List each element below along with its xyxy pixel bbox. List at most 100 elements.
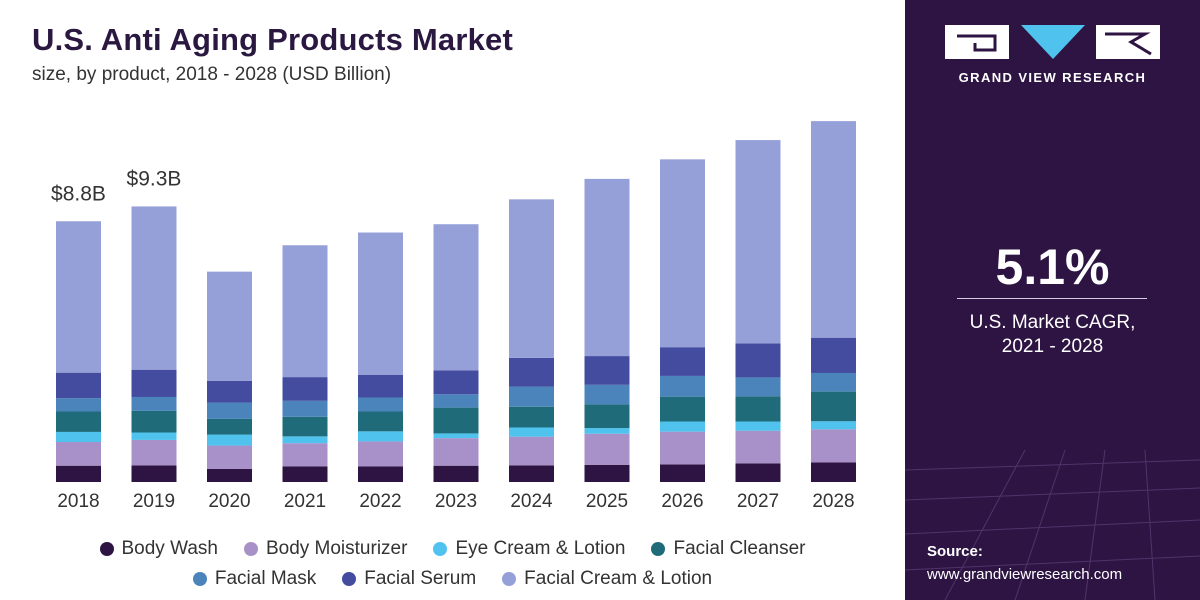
bar-segment-body-wash-2022 bbox=[358, 466, 403, 482]
legend-swatch bbox=[651, 542, 666, 556]
bar-segment-facial-cream-and-lotion-2028 bbox=[811, 121, 856, 338]
bar-segment-facial-cleanser-2020 bbox=[207, 418, 252, 435]
bar-segment-facial-mask-2019 bbox=[131, 396, 177, 411]
cagr-label: U.S. Market CAGR, 2021 - 2028 bbox=[905, 311, 1200, 359]
bar-segment-facial-serum-2028 bbox=[811, 337, 856, 373]
legend-item-facial-cleanser: Facial Cleanser bbox=[651, 538, 805, 560]
bar-segment-facial-mask-2027 bbox=[735, 377, 781, 397]
legend-item-facial-mask: Facial Mask bbox=[192, 568, 317, 590]
bar-segment-facial-cream-and-lotion-2024 bbox=[509, 199, 554, 358]
bar-segment-facial-serum-2026 bbox=[660, 347, 705, 376]
x-tick-label: 2018 bbox=[57, 491, 99, 512]
x-tick-label: 2028 bbox=[812, 491, 854, 512]
bar-segment-eye-cream-and-lotion-2024 bbox=[509, 427, 554, 437]
bar-segment-facial-serum-2019 bbox=[131, 369, 177, 397]
bar-segment-facial-mask-2028 bbox=[811, 372, 856, 392]
bar-segment-eye-cream-and-lotion-2027 bbox=[735, 421, 781, 431]
bar-segment-facial-cleanser-2023 bbox=[433, 407, 479, 434]
source-label: Source: bbox=[927, 543, 983, 560]
bar-segment-facial-cleanser-2025 bbox=[584, 404, 630, 429]
bar-segment-facial-cream-and-lotion-2027 bbox=[735, 140, 781, 344]
chart-title: U.S. Anti Aging Products Market bbox=[32, 22, 513, 57]
bar-segment-eye-cream-and-lotion-2028 bbox=[811, 421, 856, 430]
bar-segment-facial-serum-2020 bbox=[207, 380, 252, 403]
x-tick-label: 2020 bbox=[208, 491, 250, 512]
bar-segment-facial-mask-2024 bbox=[509, 386, 554, 407]
legend-label: Facial Mask bbox=[214, 568, 317, 589]
bar-segment-eye-cream-and-lotion-2018 bbox=[56, 431, 101, 442]
legend-item-eye-cream-and-lotion: Eye Cream & Lotion bbox=[433, 538, 625, 560]
bar-segment-facial-serum-2022 bbox=[358, 374, 403, 398]
bar-segment-facial-cleanser-2018 bbox=[56, 411, 101, 432]
bar-segment-body-moisturizer-2026 bbox=[660, 431, 705, 465]
bar-segment-facial-serum-2021 bbox=[282, 377, 328, 401]
bar-segment-body-moisturizer-2019 bbox=[131, 439, 177, 466]
bar-segment-facial-serum-2025 bbox=[584, 356, 630, 385]
bar-segment-facial-serum-2023 bbox=[433, 370, 479, 395]
legend-swatch bbox=[502, 572, 517, 586]
source-link[interactable]: www.grandviewresearch.com bbox=[927, 566, 1123, 583]
bar-segment-facial-cream-and-lotion-2022 bbox=[358, 232, 403, 375]
legend-item-facial-serum: Facial Serum bbox=[342, 568, 476, 590]
legend-item-body-wash: Body Wash bbox=[99, 538, 218, 560]
bar-segment-facial-cream-and-lotion-2019 bbox=[131, 206, 177, 370]
bar-segment-facial-cream-and-lotion-2025 bbox=[584, 178, 630, 357]
x-tick-label: 2026 bbox=[661, 491, 703, 512]
bar-segment-facial-mask-2020 bbox=[207, 402, 252, 419]
bar-segment-body-wash-2020 bbox=[207, 468, 252, 482]
x-tick-label: 2022 bbox=[359, 491, 401, 512]
bar-segment-facial-mask-2025 bbox=[584, 384, 630, 405]
x-tick-label: 2021 bbox=[284, 491, 326, 512]
legend-swatch bbox=[192, 572, 207, 586]
bar-segment-body-moisturizer-2027 bbox=[735, 430, 781, 464]
stacked-bar-chart: 2018 $8.8B 2019 $9.3B 2020 2021 2022 2023 2024 20… bbox=[51, 121, 856, 512]
legend-swatch bbox=[342, 572, 357, 586]
bar-segment-body-wash-2023 bbox=[433, 465, 479, 482]
brand-logo bbox=[945, 24, 1160, 60]
bar-segment-facial-serum-2027 bbox=[735, 343, 781, 378]
bar-segment-facial-cleanser-2022 bbox=[358, 411, 403, 432]
bar-segment-body-moisturizer-2020 bbox=[207, 445, 252, 469]
x-tick-label: 2025 bbox=[586, 491, 628, 512]
legend-swatch bbox=[433, 542, 448, 556]
bar-segment-facial-mask-2022 bbox=[358, 397, 403, 412]
cagr-label-line2: 2021 - 2028 bbox=[1001, 336, 1104, 357]
bar-segment-body-wash-2024 bbox=[509, 465, 554, 482]
legend: Body Wash Body Moisturizer Eye Cream & Lot… bbox=[0, 534, 905, 594]
legend-label: Body Moisturizer bbox=[265, 538, 408, 559]
summary-panel: GRAND VIEW RESEARCH 5.1% U.S. Market CAG… bbox=[905, 0, 1200, 600]
bar-segment-eye-cream-and-lotion-2025 bbox=[584, 428, 630, 434]
bar-segment-body-moisturizer-2028 bbox=[811, 429, 856, 463]
legend-swatch bbox=[243, 542, 258, 556]
legend-label: Body Wash bbox=[121, 538, 218, 559]
bar-segment-facial-cream-and-lotion-2020 bbox=[207, 271, 252, 381]
bar-segment-body-moisturizer-2023 bbox=[433, 438, 479, 466]
bar-segment-eye-cream-and-lotion-2021 bbox=[282, 436, 328, 444]
legend-label: Facial Cream & Lotion bbox=[524, 568, 713, 589]
bar-segment-facial-mask-2026 bbox=[660, 375, 705, 397]
bar-segment-facial-cream-and-lotion-2023 bbox=[433, 224, 479, 371]
bar-segment-eye-cream-and-lotion-2023 bbox=[433, 433, 479, 439]
bar-segment-facial-serum-2018 bbox=[56, 372, 101, 399]
bar-segment-facial-cream-and-lotion-2018 bbox=[56, 221, 101, 373]
bar-segment-body-wash-2027 bbox=[735, 463, 781, 482]
cagr-label-line1: U.S. Market CAGR, bbox=[969, 312, 1136, 333]
bar-segment-body-moisturizer-2021 bbox=[282, 443, 328, 467]
x-tick-label: 2024 bbox=[510, 491, 553, 512]
bar-segment-facial-cleanser-2024 bbox=[509, 406, 554, 428]
bar-segment-body-wash-2028 bbox=[811, 462, 856, 482]
bar-segment-body-moisturizer-2022 bbox=[358, 441, 403, 467]
legend-row: Facial Mask Facial Serum Facial Cream & Lo… bbox=[0, 564, 905, 594]
chart-subtitle: size, by product, 2018 - 2028 (USD Billi… bbox=[32, 64, 392, 85]
bar-segment-eye-cream-and-lotion-2026 bbox=[660, 421, 705, 432]
x-tick-label: 2027 bbox=[737, 491, 779, 512]
bar-segment-body-wash-2018 bbox=[56, 465, 101, 482]
data-label-2019: $9.3B bbox=[127, 167, 182, 190]
bar-segment-facial-mask-2018 bbox=[56, 398, 101, 412]
x-tick-label: 2019 bbox=[133, 491, 175, 512]
legend-label: Eye Cream & Lotion bbox=[455, 538, 626, 559]
bar-segment-facial-cream-and-lotion-2021 bbox=[282, 245, 328, 378]
bar-segment-facial-mask-2021 bbox=[282, 400, 328, 417]
bar-segment-facial-cleanser-2028 bbox=[811, 391, 856, 422]
